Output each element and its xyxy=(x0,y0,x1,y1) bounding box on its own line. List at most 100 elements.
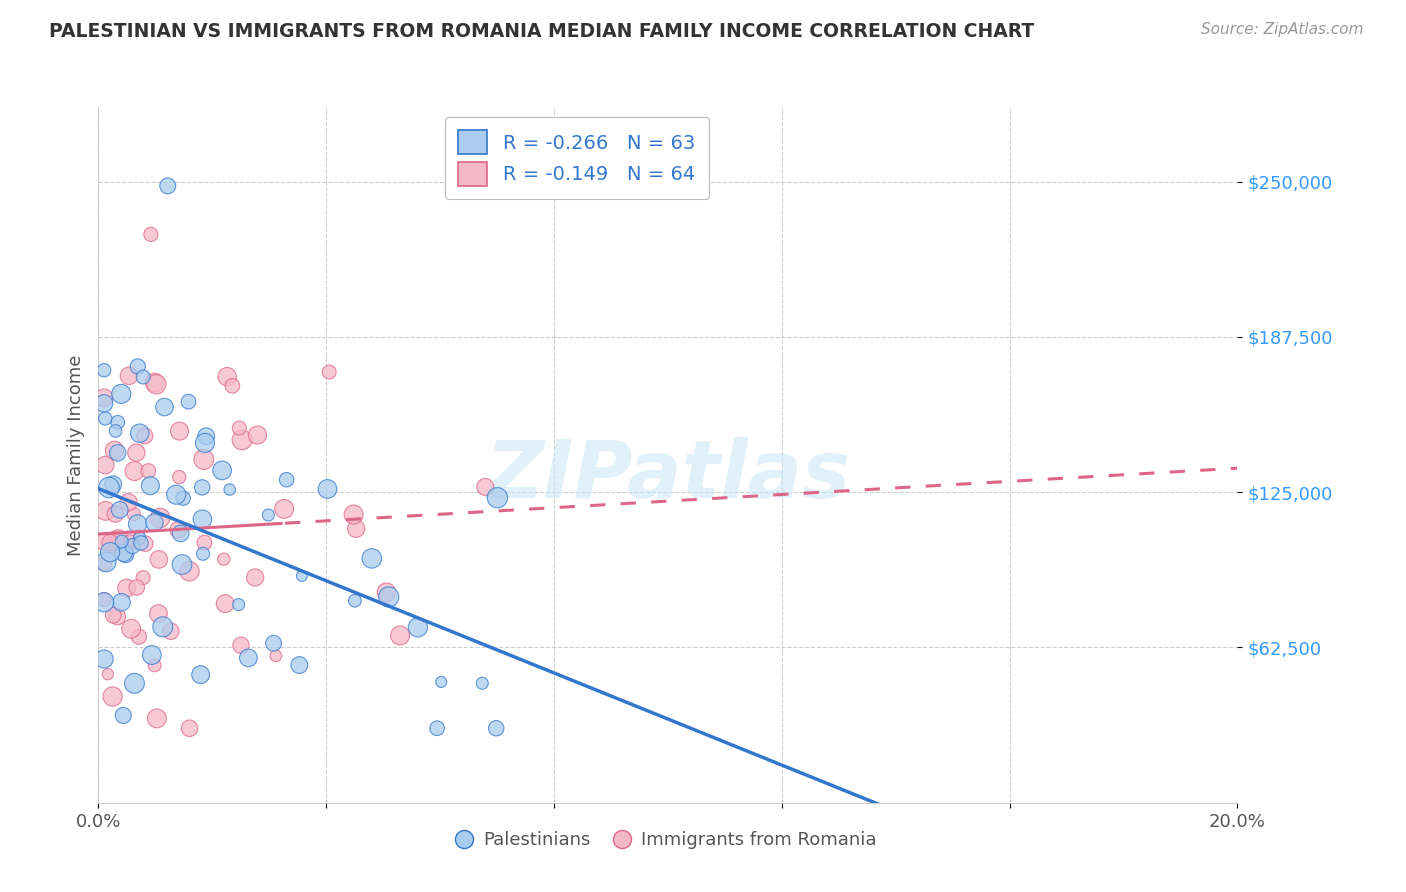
Point xyxy=(257,508,280,522)
Point xyxy=(110,387,132,401)
Point xyxy=(375,585,398,599)
Point xyxy=(406,620,429,634)
Point xyxy=(238,651,260,665)
Point xyxy=(217,369,239,384)
Text: Source: ZipAtlas.com: Source: ZipAtlas.com xyxy=(1201,22,1364,37)
Point xyxy=(389,628,412,642)
Point xyxy=(104,507,127,521)
Point xyxy=(264,648,287,663)
Point xyxy=(152,620,174,634)
Point xyxy=(193,535,215,549)
Point xyxy=(93,391,115,405)
Point xyxy=(98,481,121,495)
Point xyxy=(179,721,201,735)
Text: ZIPatlas: ZIPatlas xyxy=(485,437,851,515)
Point xyxy=(167,470,190,484)
Point xyxy=(149,511,172,525)
Point xyxy=(246,428,269,442)
Point xyxy=(221,379,243,393)
Point xyxy=(129,536,152,550)
Point xyxy=(145,377,167,392)
Point xyxy=(127,359,149,374)
Point xyxy=(426,721,449,735)
Point xyxy=(93,534,115,549)
Point xyxy=(124,676,146,690)
Point xyxy=(139,478,162,492)
Point xyxy=(228,598,250,612)
Point xyxy=(194,436,217,450)
Point xyxy=(212,552,235,566)
Point xyxy=(94,411,117,425)
Point xyxy=(118,534,141,549)
Point xyxy=(127,516,149,531)
Point xyxy=(93,396,115,410)
Point xyxy=(114,548,136,562)
Point xyxy=(103,608,125,623)
Point xyxy=(231,433,253,447)
Point xyxy=(98,535,121,549)
Point xyxy=(98,545,121,559)
Y-axis label: Median Family Income: Median Family Income xyxy=(66,354,84,556)
Point xyxy=(153,400,176,414)
Point xyxy=(167,523,190,537)
Point xyxy=(191,547,214,561)
Point xyxy=(112,708,135,723)
Point xyxy=(344,522,367,536)
Point xyxy=(430,675,453,690)
Point xyxy=(121,536,143,550)
Point xyxy=(172,491,194,506)
Point xyxy=(316,482,339,496)
Point xyxy=(318,365,340,379)
Point xyxy=(93,652,115,666)
Point xyxy=(486,491,509,505)
Legend: Palestinians, Immigrants from Romania: Palestinians, Immigrants from Romania xyxy=(453,824,883,856)
Point xyxy=(110,595,132,609)
Point xyxy=(101,690,124,704)
Point xyxy=(124,464,146,478)
Point xyxy=(148,552,170,566)
Point xyxy=(360,551,382,566)
Point xyxy=(93,592,115,607)
Point xyxy=(156,178,179,193)
Point xyxy=(120,622,142,636)
Point xyxy=(128,528,150,542)
Text: PALESTINIAN VS IMMIGRANTS FROM ROMANIA MEDIAN FAMILY INCOME CORRELATION CHART: PALESTINIAN VS IMMIGRANTS FROM ROMANIA M… xyxy=(49,22,1035,41)
Point xyxy=(485,721,508,735)
Point xyxy=(103,536,125,550)
Point xyxy=(103,477,125,491)
Point xyxy=(128,426,150,441)
Point xyxy=(276,473,298,487)
Point xyxy=(170,558,193,572)
Point xyxy=(94,504,117,518)
Point xyxy=(128,531,150,545)
Point xyxy=(107,415,129,429)
Point xyxy=(191,512,214,526)
Point xyxy=(146,711,169,725)
Point xyxy=(190,667,212,681)
Point xyxy=(108,503,131,517)
Point xyxy=(169,526,191,541)
Point xyxy=(211,463,233,477)
Point xyxy=(94,458,117,472)
Point xyxy=(112,546,135,560)
Point xyxy=(195,429,218,443)
Point xyxy=(143,516,166,530)
Point xyxy=(343,508,366,522)
Point xyxy=(273,502,295,516)
Point xyxy=(125,581,148,595)
Point xyxy=(138,464,160,478)
Point xyxy=(93,557,115,571)
Point xyxy=(93,363,115,377)
Point xyxy=(97,667,120,681)
Point xyxy=(132,571,155,585)
Point xyxy=(128,630,150,644)
Point xyxy=(169,424,191,438)
Point xyxy=(474,480,496,494)
Point xyxy=(104,424,127,438)
Point xyxy=(191,480,214,494)
Point xyxy=(93,595,115,609)
Point xyxy=(148,607,170,621)
Point xyxy=(177,394,200,409)
Point xyxy=(291,569,314,583)
Point xyxy=(118,368,141,383)
